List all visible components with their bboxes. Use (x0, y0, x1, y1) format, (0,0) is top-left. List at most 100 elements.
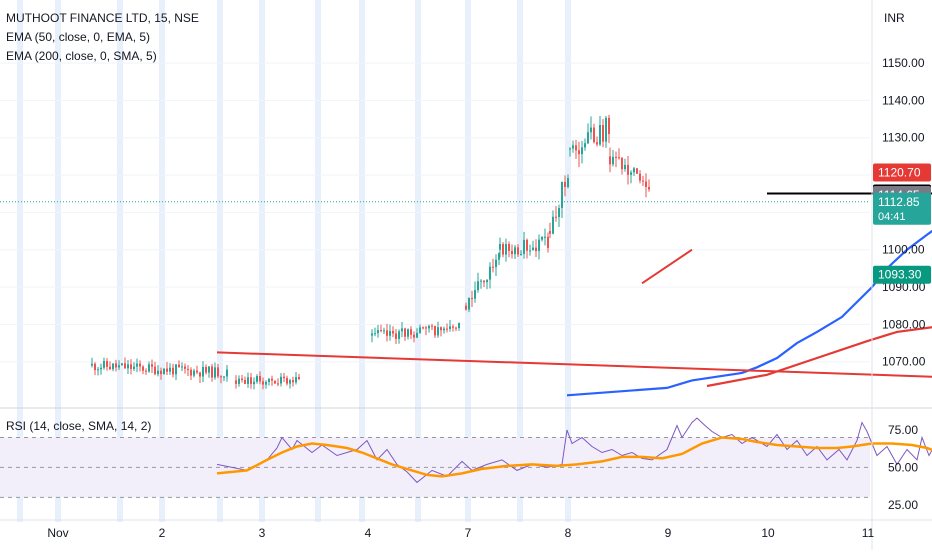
candle-body (455, 327, 457, 329)
candle-body (106, 361, 108, 367)
symbol-title[interactable]: MUTHOOT FINANCE LTD, 15, NSE (6, 11, 199, 25)
candle-body (434, 325, 436, 336)
session-band (259, 0, 265, 522)
ema50-legend-item[interactable]: EMA (50, close, 0, EMA, 5) (6, 30, 151, 44)
candle-body (492, 266, 494, 268)
candle-body (480, 280, 482, 282)
candle-body (274, 380, 276, 384)
candle-body (241, 378, 243, 380)
candle-body (142, 366, 144, 371)
candle-body (94, 363, 96, 371)
rsi-legend-item[interactable]: RSI (14, close, SMA, 14, 2) (6, 419, 152, 433)
candle-body (395, 333, 397, 339)
candle-body (163, 368, 165, 375)
price-label-target[interactable] (873, 265, 931, 284)
candle-body (578, 150, 580, 155)
candle-body (443, 328, 445, 331)
time-tick-label: 2 (159, 526, 166, 540)
candle-body (289, 380, 291, 384)
candle-body (440, 327, 442, 331)
candle-body (250, 377, 252, 385)
candle-body (587, 132, 589, 144)
candle-body (389, 330, 391, 336)
candle-body (508, 244, 510, 251)
candle-body (419, 327, 421, 333)
session-band (517, 0, 523, 522)
candle-body (118, 365, 120, 368)
candle-body (596, 142, 598, 145)
candle-body (127, 364, 129, 369)
candle-body (449, 326, 451, 329)
candle-body (286, 378, 288, 384)
candle-body (244, 379, 246, 384)
candle-body (590, 127, 592, 133)
candle-body (471, 298, 473, 300)
time-tick-label: 9 (665, 526, 672, 540)
candle-body (416, 332, 418, 338)
candle-body (605, 117, 607, 142)
candle-body (552, 216, 554, 234)
rsi-ma-line[interactable] (216, 436, 932, 478)
trend-line[interactable] (216, 351, 932, 382)
candle-body (283, 376, 285, 379)
session-band (359, 0, 365, 522)
ema200-line[interactable] (706, 324, 932, 388)
candle-body (564, 181, 566, 187)
candle-body (648, 186, 650, 190)
candle-body (124, 363, 126, 369)
candle-body (262, 381, 264, 385)
candle-body (498, 253, 500, 260)
ema200-legend-item[interactable]: EMA (200, close, 0, SMA, 5) (6, 49, 157, 63)
candle-body (280, 376, 282, 384)
candle-body (474, 290, 476, 299)
candle-body (645, 181, 647, 187)
trend-line[interactable] (641, 248, 693, 285)
candle-body (477, 281, 479, 291)
candle-body (413, 334, 415, 338)
rsi-tick-label: 50.00 (888, 460, 918, 474)
price-label-text: 1120.70 (878, 165, 921, 179)
candle-body (109, 366, 111, 370)
candle-body (458, 322, 460, 329)
candle-body (575, 145, 577, 151)
candle-body (541, 236, 543, 240)
price-tick-label: 1080.00 (882, 317, 926, 331)
candle-body (383, 330, 385, 332)
price-label-text: 1112.85 (878, 195, 920, 209)
price-label-high[interactable] (873, 163, 931, 182)
candle-body (489, 266, 491, 280)
candle-body (91, 363, 93, 366)
candle-body (133, 366, 135, 370)
ema50-line[interactable] (566, 212, 932, 397)
candle-body (558, 208, 560, 218)
price-label-text: 1093.30 (878, 268, 922, 282)
candle-body (465, 305, 467, 310)
candle-body (259, 375, 261, 382)
session-band (565, 0, 571, 522)
candle-body (572, 145, 574, 149)
candle-body (621, 157, 623, 170)
candle-body (514, 247, 516, 255)
chart-legend: MUTHOOT FINANCE LTD, 15, NSE EMA (50, cl… (6, 9, 199, 66)
candle-body (235, 380, 237, 384)
countdown-label: 04:41 (878, 211, 906, 223)
candle-body (175, 364, 177, 375)
candle-body (139, 363, 141, 367)
candle-body (486, 279, 488, 283)
price-label-last[interactable] (873, 192, 931, 225)
candle-body (130, 364, 132, 370)
candle-body (380, 330, 382, 332)
time-tick-label: 7 (465, 526, 472, 540)
candle-body (115, 363, 117, 368)
candle-body (265, 381, 267, 385)
candle-body (205, 366, 207, 373)
session-band (17, 0, 23, 522)
candle-body (593, 127, 595, 143)
candle-body (602, 124, 604, 142)
candle-body (178, 364, 180, 368)
candle-body (636, 168, 638, 174)
candle-body (271, 378, 273, 381)
candle-body (268, 378, 270, 382)
